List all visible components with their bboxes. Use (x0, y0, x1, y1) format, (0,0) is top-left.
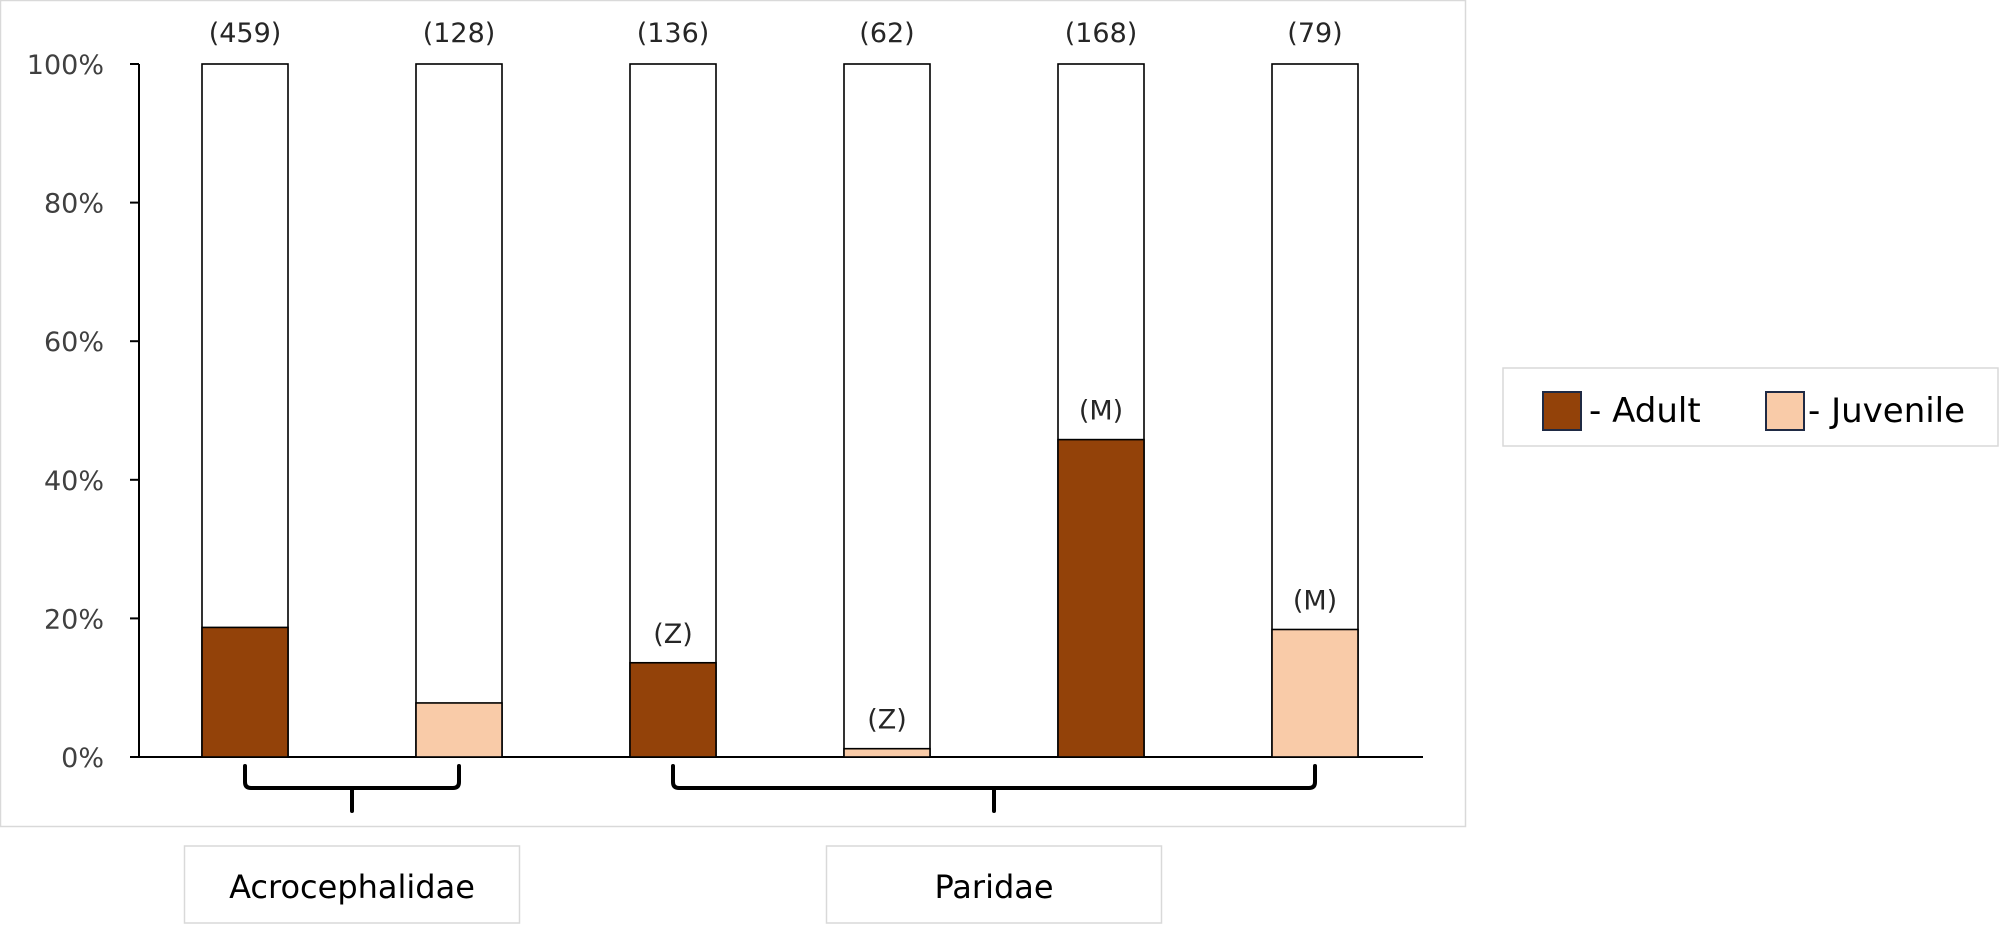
family-label-box (183, 845, 521, 924)
y-tick-label: 60% (44, 327, 104, 358)
group-brace (243, 764, 461, 813)
legend: - Adult - Juvenile (1502, 367, 1999, 447)
y-tick-label: 80% (44, 189, 104, 220)
family-label: Acrocephalidae (229, 868, 475, 906)
bars: (459) (128) (136) (Z) (62) (Z) (168) (M) (79) (M) (201, 18, 1359, 758)
bar-count-label: (128) (423, 18, 496, 49)
bar-annotation: (M) (1293, 585, 1337, 616)
legend-label-juvenile: - Juvenile (1808, 391, 1965, 431)
y-tick-label: 0% (61, 743, 104, 774)
bar-count-label: (136) (637, 18, 710, 49)
family-label: Paridae (934, 868, 1053, 906)
y-tick-label: 100% (27, 50, 104, 81)
bar-count-label: (62) (859, 18, 914, 49)
legend-swatch-adult (1542, 391, 1582, 431)
y-axis-ticks: 0% 20% 40% 60% 80% 100% (27, 50, 139, 774)
legend-box (1502, 367, 1999, 447)
bar-fill-juvenile (415, 702, 503, 758)
bar-annotation: (M) (1079, 396, 1123, 427)
bar-fill-adult (201, 626, 289, 758)
legend-swatch-juvenile (1765, 391, 1805, 431)
y-tick-label: 20% (44, 604, 104, 635)
bar-fill-adult (1057, 438, 1145, 758)
bar-annotation: (Z) (653, 619, 693, 650)
bar-fill-juvenile (843, 747, 931, 758)
group-brace (671, 764, 1317, 813)
bar-count-label: (459) (209, 18, 282, 49)
bar-outline (629, 63, 717, 758)
bar-outline (415, 63, 503, 758)
bar-outline (843, 63, 931, 758)
bar-fill-juvenile (1271, 628, 1359, 758)
bar-count-label: (79) (1287, 18, 1342, 49)
bar-count-label: (168) (1065, 18, 1138, 49)
legend-label-adult: - Adult (1589, 391, 1701, 431)
family-groups: Acrocephalidae Paridae (183, 764, 1317, 924)
y-tick-label: 40% (44, 466, 104, 497)
family-label-box (825, 845, 1163, 924)
bar-annotation: (Z) (867, 705, 907, 736)
bar-fill-adult (629, 661, 717, 758)
